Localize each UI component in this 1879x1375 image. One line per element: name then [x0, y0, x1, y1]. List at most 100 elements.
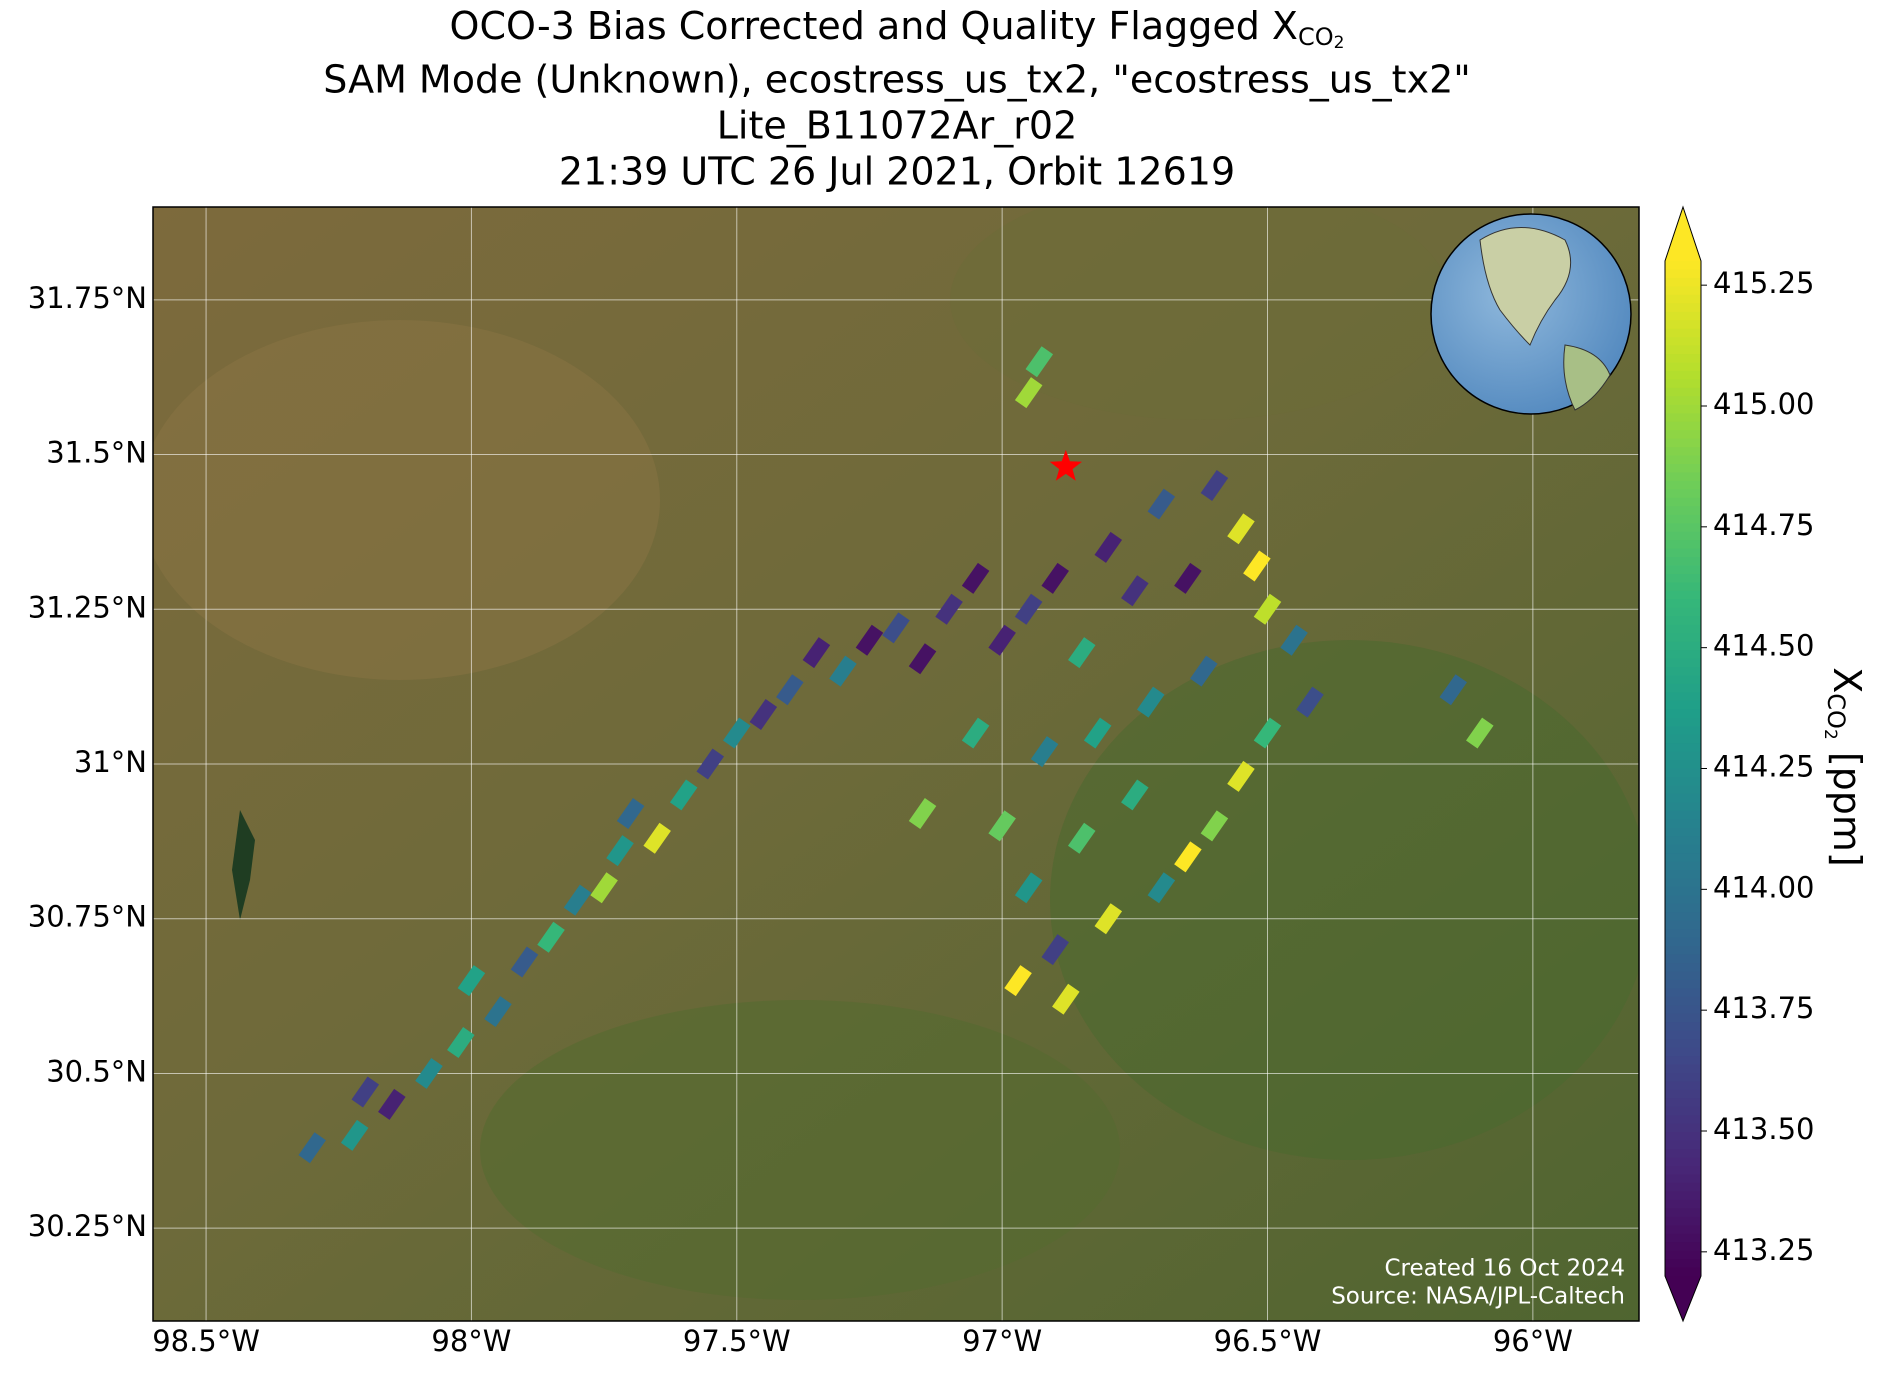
- title-subsub: 2: [1334, 33, 1345, 53]
- colorbar-segment: [1665, 1064, 1701, 1074]
- colorbar-segment: [1665, 963, 1701, 973]
- sounding: [447, 1027, 475, 1058]
- colorbar-segment: [1665, 421, 1701, 431]
- colorbar: 413.25 413.50 413.75 414.00 414.25 414.50 414.…: [1664, 205, 1870, 1323]
- sounding: [882, 612, 910, 644]
- sounding: [1243, 550, 1271, 582]
- target-marker: [1049, 449, 1082, 481]
- sounding: [908, 643, 937, 675]
- sounding: [351, 1076, 380, 1108]
- colorbar-extend: [1665, 1276, 1701, 1321]
- colorbar-segment: [1665, 1259, 1701, 1269]
- colorbar-segment: [1665, 472, 1701, 482]
- colorbar-segment: [1665, 590, 1701, 600]
- colorbar-segment: [1665, 633, 1701, 643]
- colorbar-segment: [1665, 1089, 1701, 1099]
- inset-globe: [1430, 213, 1632, 415]
- colorbar-segment: [1665, 861, 1701, 871]
- colorbar-segment: [1665, 1242, 1701, 1252]
- colorbar-segment: [1665, 1115, 1701, 1125]
- sounding: [723, 717, 751, 749]
- colorbar-segment: [1665, 531, 1701, 541]
- colorbar-segment: [1665, 776, 1701, 787]
- sounding: [643, 822, 671, 854]
- colorbar-tick-label: 413.50: [1713, 1112, 1814, 1146]
- colorbar-segment: [1665, 1182, 1701, 1193]
- colorbar-segment: [1665, 294, 1701, 304]
- sounding: [563, 884, 592, 916]
- colorbar-segment: [1665, 1132, 1701, 1142]
- colorbar-segment: [1665, 447, 1701, 457]
- colorbar-segment: [1665, 937, 1701, 947]
- colorbar-segment: [1665, 1166, 1701, 1176]
- x-tick-label: 96°W: [1493, 1324, 1573, 1358]
- colorbar-segment: [1665, 303, 1701, 313]
- title-line: Lite_B11072Ar_r02: [717, 104, 1078, 148]
- colorbar-segment: [1665, 1157, 1701, 1167]
- colorbar-segment: [1665, 1056, 1701, 1066]
- colorbar-segment: [1665, 895, 1701, 905]
- grid: [153, 207, 1639, 1321]
- colorbar-segment: [1665, 311, 1701, 321]
- sounding: [1094, 531, 1123, 563]
- colorbar-segment: [1665, 785, 1701, 795]
- sounding: [1014, 872, 1043, 904]
- sounding: [457, 965, 486, 997]
- sounding: [908, 798, 937, 829]
- colorbar-tick-label: 415.25: [1713, 266, 1814, 300]
- colorbar-segment: [1665, 886, 1701, 896]
- colorbar-segment: [1665, 599, 1701, 609]
- colorbar-segment: [1665, 1216, 1701, 1226]
- sounding: [1052, 983, 1080, 1015]
- colorbar-segment: [1665, 912, 1701, 922]
- colorbar-extend: [1665, 207, 1701, 261]
- credit: Created 16 Oct 2024: [1384, 1256, 1625, 1282]
- colorbar-segment: [1665, 1106, 1701, 1116]
- colorbar-segment: [1665, 320, 1701, 330]
- colorbar-segment: [1665, 362, 1701, 372]
- colorbar-label: XCO2 [ppm]: [1820, 667, 1870, 867]
- colorbar-segment: [1665, 1225, 1701, 1235]
- sounding: [1083, 717, 1112, 749]
- sounding: [537, 921, 565, 953]
- sounding: [802, 637, 831, 669]
- sounding: [988, 624, 1016, 656]
- sounding: [1466, 717, 1494, 749]
- colorbar-segment: [1665, 514, 1701, 524]
- sounding: [1004, 965, 1032, 997]
- colorbar-segment: [1665, 413, 1701, 423]
- colorbar-segment: [1665, 641, 1701, 651]
- colorbar-segment: [1665, 337, 1701, 347]
- sounding: [1200, 810, 1229, 842]
- colorbar-segment: [1665, 726, 1701, 736]
- colorbar-segment: [1665, 1208, 1701, 1218]
- colorbar-segment: [1665, 387, 1701, 397]
- colorbar-label-unit: [ppm]: [1826, 740, 1870, 867]
- sounding: [749, 699, 778, 730]
- colorbar-segment: [1665, 1022, 1701, 1032]
- colorbar-segment: [1665, 751, 1701, 761]
- colorbar-segment: [1665, 1005, 1701, 1015]
- colorbar-segment: [1665, 1267, 1701, 1277]
- colorbar-segment: [1665, 438, 1701, 448]
- colorbar-segment: [1665, 379, 1701, 389]
- colorbar-segment: [1665, 810, 1701, 820]
- y-tick-label: 31.5°N: [46, 436, 147, 470]
- colorbar-segment: [1665, 836, 1701, 846]
- colorbar-segment: [1665, 667, 1701, 677]
- colorbar-segment: [1665, 1233, 1701, 1243]
- sounding: [1147, 872, 1176, 904]
- colorbar-segment: [1665, 1149, 1701, 1159]
- colorbar-outline: [1664, 205, 1702, 1323]
- x-tick-label: 98°W: [431, 1324, 511, 1358]
- colorbar-label-text: X: [1826, 667, 1870, 693]
- colorbar-segment: [1665, 277, 1701, 287]
- sounding: [829, 655, 857, 687]
- sounding: [1067, 637, 1096, 669]
- colorbar-tick-label: 414.25: [1713, 750, 1814, 784]
- colorbar-tick-label: 414.50: [1713, 629, 1814, 663]
- colorbar-tick-label: 413.75: [1713, 991, 1814, 1025]
- title-line: 21:39 UTC 26 Jul 2021, Orbit 12619: [559, 150, 1235, 194]
